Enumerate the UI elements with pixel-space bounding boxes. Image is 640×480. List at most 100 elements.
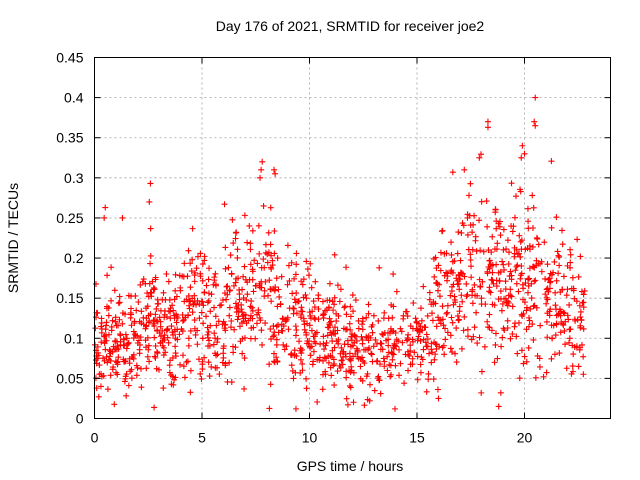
data-point — [187, 284, 194, 291]
data-point — [385, 336, 392, 343]
data-point — [448, 239, 455, 246]
data-point — [173, 293, 180, 300]
data-point — [259, 158, 266, 165]
data-point — [515, 319, 522, 326]
data-point — [310, 333, 317, 340]
data-point — [536, 363, 543, 370]
data-point — [206, 265, 213, 272]
data-point — [477, 283, 484, 290]
data-point — [111, 346, 118, 353]
data-point — [95, 393, 102, 400]
data-point — [143, 305, 150, 312]
data-point — [219, 321, 226, 328]
data-point — [431, 356, 438, 363]
chart-title: Day 176 of 2021, SRMTID for receiver joe… — [216, 18, 485, 34]
data-point — [387, 362, 394, 369]
data-point — [247, 303, 254, 310]
data-point — [108, 297, 115, 304]
data-point — [265, 292, 272, 299]
data-point — [172, 374, 179, 381]
data-point — [326, 280, 333, 287]
y-tick-label: 0.3 — [64, 170, 84, 186]
data-point — [273, 341, 280, 348]
data-point — [484, 118, 491, 125]
data-point — [349, 292, 356, 299]
data-point — [476, 217, 483, 224]
data-point — [486, 311, 493, 318]
data-point — [122, 358, 129, 365]
data-point — [303, 375, 310, 382]
data-point — [108, 264, 115, 271]
data-point — [529, 243, 536, 250]
data-point — [567, 251, 574, 258]
data-point — [542, 291, 549, 298]
data-point — [557, 289, 564, 296]
data-point — [184, 358, 191, 365]
data-point — [292, 271, 299, 278]
grid — [94, 57, 611, 419]
data-point — [385, 349, 392, 356]
data-point — [499, 300, 506, 307]
data-point — [222, 362, 229, 369]
data-point — [310, 348, 317, 355]
data-point — [481, 343, 488, 350]
data-point — [486, 265, 493, 272]
data-point — [397, 325, 404, 332]
data-point — [530, 204, 537, 211]
data-point — [102, 337, 109, 344]
data-point — [167, 315, 174, 322]
data-point — [524, 205, 531, 212]
data-point — [248, 298, 255, 305]
data-point — [326, 297, 333, 304]
data-point — [188, 268, 195, 275]
data-point — [365, 301, 372, 308]
data-point — [387, 325, 394, 332]
data-point — [393, 343, 400, 350]
data-point — [487, 289, 494, 296]
data-point — [458, 270, 465, 277]
data-point — [438, 228, 445, 235]
data-point — [268, 298, 275, 305]
data-point — [274, 303, 281, 310]
data-point — [440, 342, 447, 349]
data-point — [510, 223, 517, 230]
data-point — [571, 295, 578, 302]
data-point — [185, 292, 192, 299]
data-point — [331, 301, 338, 308]
data-point — [248, 304, 255, 311]
data-point — [266, 405, 273, 412]
data-point — [198, 309, 205, 316]
data-point — [172, 343, 179, 350]
data-point — [147, 180, 154, 187]
data-point — [278, 273, 285, 280]
data-point — [146, 358, 153, 365]
data-point — [458, 345, 465, 352]
data-point — [155, 300, 162, 307]
data-point — [443, 310, 450, 317]
data-point — [283, 343, 290, 350]
data-point — [334, 327, 341, 334]
data-point — [497, 389, 504, 396]
data-point — [468, 274, 475, 281]
data-point — [122, 311, 129, 318]
data-point — [541, 239, 548, 246]
data-point — [575, 273, 582, 280]
data-point — [468, 336, 475, 343]
data-point — [307, 260, 314, 267]
data-point — [500, 261, 507, 268]
data-point — [468, 263, 475, 270]
data-point — [315, 292, 322, 299]
data-point — [392, 330, 399, 337]
data-point — [548, 355, 555, 362]
data-point — [525, 275, 532, 282]
data-point — [307, 352, 314, 359]
data-point — [153, 348, 160, 355]
data-point — [414, 376, 421, 383]
data-point — [472, 237, 479, 244]
data-point — [212, 282, 219, 289]
data-point — [489, 261, 496, 268]
data-point — [368, 350, 375, 357]
data-point — [311, 304, 318, 311]
data-point — [297, 356, 304, 363]
data-point — [513, 263, 520, 270]
